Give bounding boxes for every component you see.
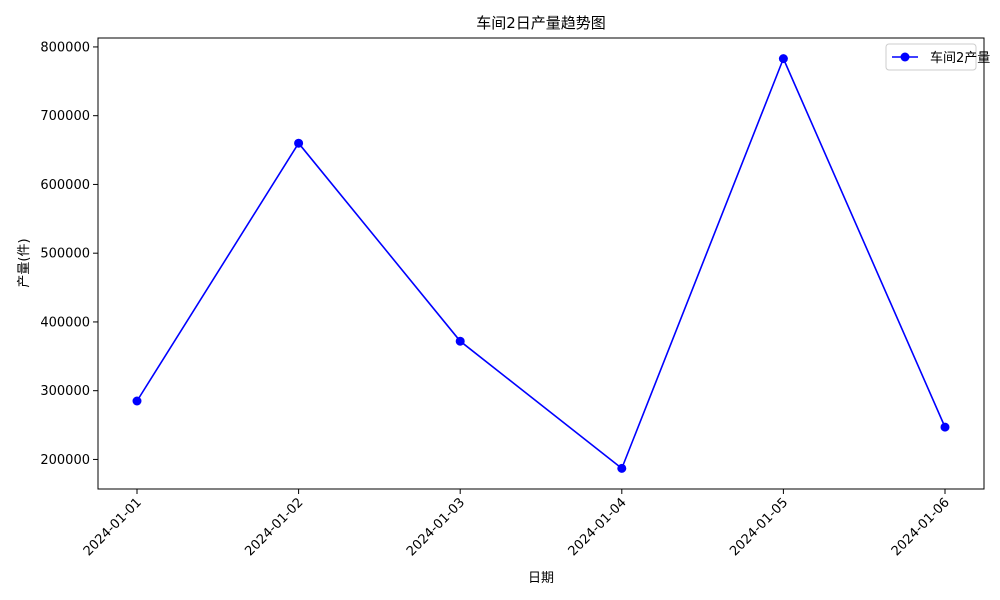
data-point [294,138,304,148]
y-tick-label: 500000 [40,247,90,262]
x-tick-label: 2024-01-04 [566,495,630,559]
legend-marker-swatch [900,52,910,62]
x-tick-label: 2024-01-01 [81,495,145,559]
x-axis-ticks: 2024-01-01 2024-01-02 2024-01-03 2024-01-04… [81,489,953,559]
x-tick-label: 2024-01-05 [727,495,791,559]
x-tick-label: 2024-01-06 [889,495,953,559]
data-point [132,396,142,406]
x-tick-label: 2024-01-02 [242,495,306,559]
data-point [617,463,627,473]
y-tick-label: 600000 [40,178,90,193]
series-layer [132,54,950,473]
x-tick-label: 2024-01-03 [404,495,468,559]
y-axis-title: 产量(件) [17,238,32,287]
axes-area [97,37,985,490]
plot-frame [97,37,985,490]
legend-label: 车间2产量 [930,50,990,66]
chart-title: 车间2日产量趋势图 [476,14,606,32]
legend: 车间2产量 [885,43,990,71]
y-tick-label: 300000 [40,384,90,399]
series-line [136,57,946,470]
x-axis-title: 日期 [528,571,554,586]
data-point [455,336,465,346]
data-point [778,54,788,64]
y-tick-label: 200000 [40,453,90,468]
y-tick-label: 400000 [40,315,90,330]
y-tick-label: 700000 [40,109,90,124]
data-point [940,422,950,432]
legend-box [885,43,977,71]
y-tick-label: 800000 [40,40,90,55]
y-axis-ticks: 200000 300000 400000 500000 600000 700000 8000… [40,40,98,468]
